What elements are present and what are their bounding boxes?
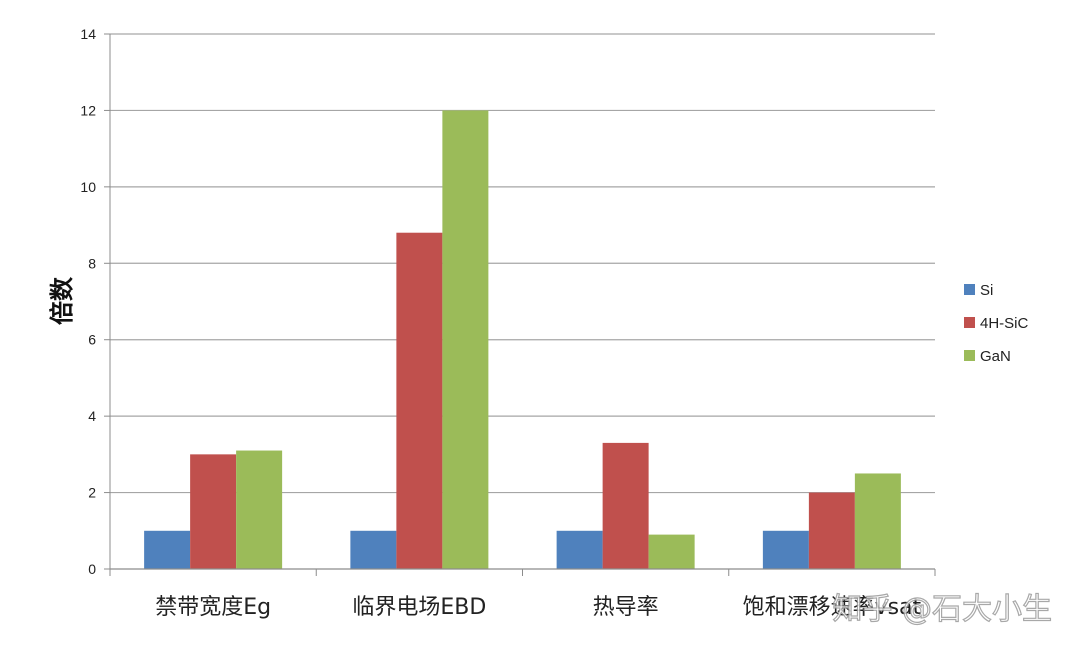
bar-gan-3: [854, 473, 901, 569]
bar-gan-1: [442, 110, 489, 569]
legend-swatch-gan: [964, 350, 975, 361]
x-category-label: 临界电场EBD: [352, 595, 486, 620]
y-tick-label: 8: [88, 255, 96, 271]
bar-si-1: [350, 530, 397, 569]
y-tick-label: 10: [80, 179, 96, 195]
bar-4h-sic-3: [808, 492, 855, 569]
legend-label: Si: [980, 282, 993, 299]
y-axis-ticks: 0 2 4 6 8 10 12 14: [80, 26, 110, 577]
bar-4h-sic-2: [602, 442, 649, 569]
bar-4h-sic-1: [396, 232, 443, 569]
y-tick-label: 4: [88, 408, 96, 424]
x-axis-labels: 禁带宽度Eg 临界电场EBD 热导率 饱和漂移速率vsat: [155, 595, 921, 620]
y-tick-label: 12: [80, 102, 96, 118]
bar-si-0: [144, 530, 191, 569]
gridlines: [110, 33, 935, 494]
x-category-label: 饱和漂移速率vsat: [743, 595, 922, 620]
bar-gan-0: [236, 450, 283, 569]
legend-label: 4H-SiC: [980, 315, 1029, 332]
y-axis-label: 倍数: [47, 276, 76, 325]
bar-si-2: [556, 530, 603, 569]
watermark: 知乎 @石大小生: [832, 592, 1052, 627]
y-tick-label: 14: [80, 26, 96, 42]
y-tick-label: 6: [88, 332, 96, 348]
legend-swatch-4h-sic: [964, 317, 975, 328]
axes: [109, 34, 936, 576]
bar-si-3: [762, 530, 809, 569]
bar-4h-sic-0: [190, 454, 237, 569]
legend-label: GaN: [980, 348, 1011, 365]
y-tick-label: 0: [88, 561, 96, 577]
x-category-label: 热导率: [593, 595, 659, 620]
legend-swatch-si: [964, 284, 975, 295]
bars: [144, 110, 901, 569]
legend: Si 4H-SiC GaN: [964, 282, 1029, 365]
y-tick-label: 2: [88, 485, 96, 501]
x-category-label: 禁带宽度Eg: [155, 595, 271, 620]
bar-gan-2: [648, 534, 695, 569]
